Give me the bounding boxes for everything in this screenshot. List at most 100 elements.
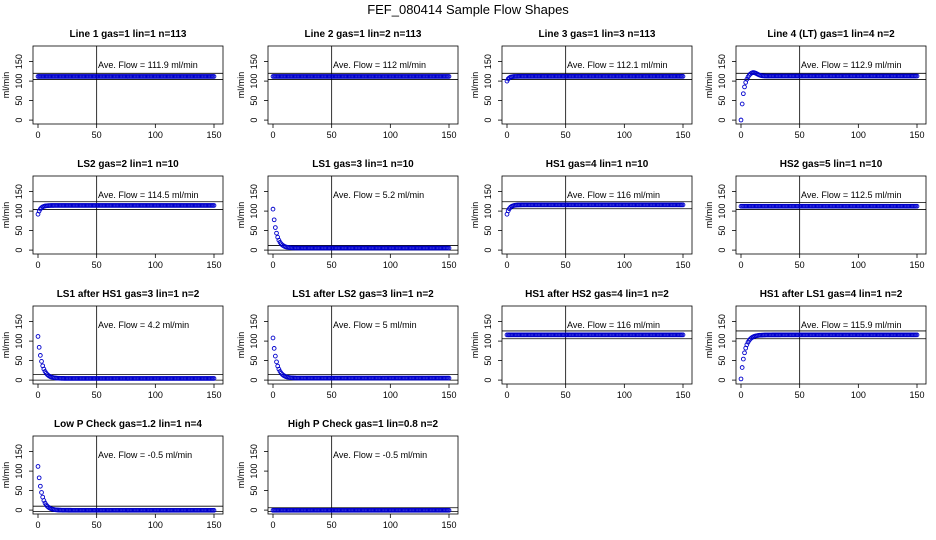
- panel-5: LS2 gas=2 lin=1 n=10 ml/min 0 50 100 150 0 50 10…: [1, 159, 224, 270]
- data-points: [738, 70, 920, 123]
- y-tick-label: 0: [717, 378, 727, 383]
- x-tick-label: 50: [92, 520, 102, 530]
- y-tick-label: 0: [14, 378, 24, 383]
- y-tick-label: 150: [717, 314, 727, 329]
- x-tick-label: 150: [206, 520, 221, 530]
- data-points: [738, 203, 920, 209]
- x-tick-label: 150: [675, 130, 690, 140]
- data-point: [744, 342, 750, 348]
- panel-title: LS1 gas=3 lin=1 n=10: [312, 159, 414, 170]
- data-point: [39, 490, 44, 495]
- data-point: [272, 225, 278, 230]
- y-axis-label: ml/min: [470, 332, 480, 359]
- y-tick-label: 50: [483, 226, 493, 236]
- y-tick-label: 150: [14, 314, 24, 329]
- data-point: [274, 359, 279, 365]
- panel-title: LS1 after HS1 gas=3 lin=1 n=2: [57, 289, 200, 300]
- x-tick-label: 0: [270, 390, 275, 400]
- average-flow-annotation: Ave. Flow = -0.5 ml/min: [98, 450, 192, 460]
- y-tick-label: 50: [483, 96, 493, 106]
- data-point: [680, 332, 686, 338]
- y-tick-label: 150: [14, 54, 24, 69]
- data-point: [739, 101, 745, 107]
- data-point: [41, 366, 47, 372]
- y-axis-label: ml/min: [1, 72, 11, 99]
- y-tick-label: 100: [14, 204, 24, 219]
- y-tick-label: 100: [717, 334, 727, 349]
- x-tick-label: 150: [441, 390, 456, 400]
- y-tick-label: 150: [717, 54, 727, 69]
- data-point: [271, 217, 277, 223]
- x-tick-label: 0: [35, 260, 40, 270]
- y-tick-label: 100: [249, 464, 259, 479]
- y-tick-label: 100: [14, 464, 24, 479]
- y-tick-label: 0: [14, 118, 24, 123]
- average-flow-annotation: Ave. Flow = 116 ml/min: [567, 320, 660, 330]
- data-point: [446, 74, 452, 79]
- y-tick-label: 50: [249, 356, 259, 366]
- panel-title: Line 4 (LT) gas=1 lin=4 n=2: [767, 29, 895, 40]
- data-point: [36, 475, 42, 481]
- x-tick-label: 50: [92, 260, 102, 270]
- y-tick-label: 0: [14, 248, 24, 253]
- plot-frame: [267, 305, 459, 385]
- y-tick-label: 100: [717, 74, 727, 89]
- plot-frame: [501, 45, 693, 125]
- y-tick-label: 100: [483, 334, 493, 349]
- data-points: [504, 202, 686, 217]
- panel-title: High P Check gas=1 lin=0.8 n=2: [288, 419, 439, 430]
- y-tick-label: 0: [483, 248, 493, 253]
- y-tick-label: 50: [717, 96, 727, 106]
- data-point: [271, 346, 277, 351]
- data-point: [742, 350, 747, 356]
- average-flow-annotation: Ave. Flow = 116 ml/min: [567, 190, 660, 200]
- y-axis-label: ml/min: [236, 332, 246, 359]
- average-flow-annotation: Ave. Flow = 111.9 ml/min: [98, 60, 198, 70]
- y-tick-label: 50: [717, 226, 727, 236]
- y-tick-label: 0: [249, 118, 259, 123]
- data-point: [272, 353, 278, 359]
- y-axis-label: ml/min: [470, 202, 480, 229]
- y-tick-label: 50: [249, 486, 259, 496]
- panel-10: LS1 after LS2 gas=3 lin=1 n=2 ml/min 0 50 10…: [236, 289, 459, 400]
- panel-title: HS1 after LS1 gas=4 lin=1 n=2: [760, 289, 903, 300]
- y-tick-label: 0: [14, 508, 24, 513]
- y-tick-label: 50: [483, 356, 493, 366]
- x-tick-label: 100: [617, 130, 632, 140]
- data-point: [35, 464, 41, 469]
- y-tick-label: 0: [717, 118, 727, 123]
- plot-frame: [501, 305, 693, 385]
- data-point: [446, 245, 452, 251]
- average-flow-annotation: Ave. Flow = 112.5 ml/min: [801, 190, 901, 200]
- data-point: [740, 356, 746, 362]
- y-tick-label: 150: [717, 184, 727, 199]
- y-tick-label: 100: [249, 74, 259, 89]
- average-flow-annotation: Ave. Flow = -0.5 ml/min: [333, 450, 427, 460]
- plot-frame: [501, 175, 693, 255]
- y-axis-label: ml/min: [704, 332, 714, 359]
- data-points: [270, 74, 452, 79]
- y-tick-label: 0: [249, 508, 259, 513]
- data-point: [37, 483, 43, 489]
- data-point: [740, 91, 746, 97]
- y-tick-label: 150: [483, 314, 493, 329]
- x-tick-label: 50: [327, 130, 337, 140]
- panel-title: Line 1 gas=1 lin=1 n=113: [69, 29, 186, 40]
- x-tick-label: 0: [35, 520, 40, 530]
- data-point: [744, 76, 750, 82]
- y-axis-label: ml/min: [1, 332, 11, 359]
- x-tick-label: 100: [383, 260, 398, 270]
- y-tick-label: 100: [14, 74, 24, 89]
- data-point: [739, 365, 745, 370]
- y-tick-label: 50: [14, 226, 24, 236]
- data-point: [914, 73, 920, 79]
- panel-7: HS1 gas=4 lin=1 n=10 ml/min 0 50 100 150 0 50 10…: [470, 159, 693, 270]
- x-tick-label: 100: [148, 130, 163, 140]
- panels: Line 1 gas=1 lin=1 n=113 ml/min 0 50 100 150 0…: [1, 29, 927, 530]
- panel-9: LS1 after HS1 gas=3 lin=1 n=2 ml/min 0 50 10…: [1, 289, 224, 400]
- average-flow-annotation: Ave. Flow = 112.9 ml/min: [801, 60, 901, 70]
- x-tick-label: 100: [148, 260, 163, 270]
- data-point: [276, 366, 282, 372]
- data-point: [680, 202, 686, 208]
